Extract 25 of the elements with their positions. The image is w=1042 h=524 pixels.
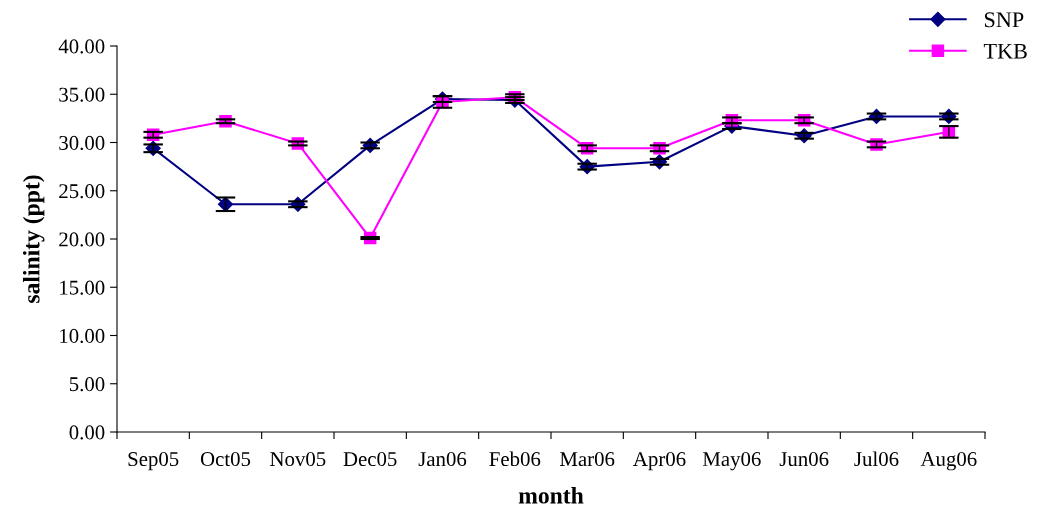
x-tick-label: Jul06 — [854, 451, 899, 467]
y-tick-label: 25.00 — [59, 184, 105, 199]
y-axis-title: salinity (ppt) — [22, 175, 45, 303]
y-tick-label: 5.00 — [69, 377, 105, 392]
x-tick-label: Jan06 — [418, 452, 467, 467]
x-tick-label: Sep05 — [128, 452, 179, 471]
x-tick-label: Dec05 — [343, 452, 397, 467]
x-axis-title: month — [518, 487, 584, 504]
x-tick-label: Jun06 — [779, 452, 829, 467]
x-tick-label: Nov05 — [270, 452, 326, 467]
x-tick-label: Mar06 — [559, 452, 615, 467]
legend-label: SNP — [984, 12, 1024, 28]
y-tick-label: 35.00 — [59, 87, 105, 102]
y-tick-label: 15.00 — [60, 280, 105, 295]
x-tick-label: Feb06 — [489, 451, 541, 467]
x-tick-label: Apr06 — [633, 452, 686, 471]
y-tick-label: 10.00 — [60, 328, 105, 344]
y-tick-label: 30.00 — [59, 135, 105, 151]
y-tick-label: 40.00 — [58, 39, 105, 54]
legend-label: TKB — [983, 43, 1027, 59]
x-tick-label: Aug06 — [920, 451, 977, 471]
x-tick-label: May06 — [702, 451, 761, 471]
x-tick-label: Oct05 — [200, 452, 251, 467]
y-tick-label: 0.00 — [69, 425, 105, 440]
y-tick-label: 20.00 — [59, 232, 105, 247]
